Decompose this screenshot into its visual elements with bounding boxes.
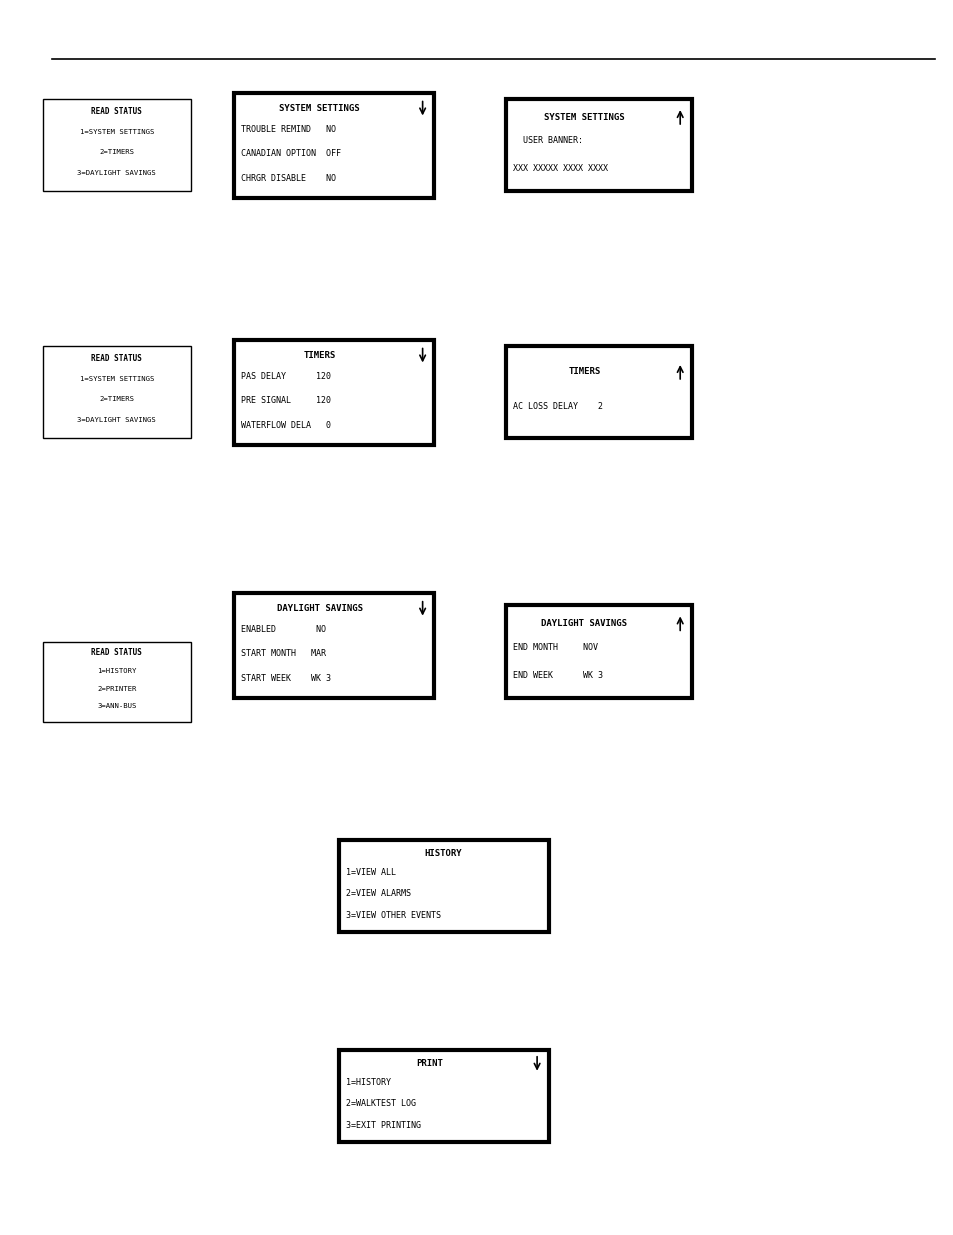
Text: USER BANNER:: USER BANNER:: [513, 136, 582, 146]
Text: 1=SYSTEM SETTINGS: 1=SYSTEM SETTINGS: [80, 375, 153, 382]
Text: END MONTH     NOV: END MONTH NOV: [513, 642, 598, 652]
Text: 1=SYSTEM SETTINGS: 1=SYSTEM SETTINGS: [80, 128, 153, 135]
Text: 2=PRINTER: 2=PRINTER: [97, 685, 136, 692]
Text: 3=EXIT PRINTING: 3=EXIT PRINTING: [346, 1120, 421, 1130]
Text: START MONTH   MAR: START MONTH MAR: [241, 650, 326, 658]
FancyBboxPatch shape: [233, 93, 434, 198]
Text: END WEEK      WK 3: END WEEK WK 3: [513, 671, 602, 679]
Text: DAYLIGHT SAVINGS: DAYLIGHT SAVINGS: [276, 604, 362, 613]
Text: TIMERS: TIMERS: [303, 351, 335, 359]
Text: 2=TIMERS: 2=TIMERS: [99, 149, 134, 156]
Text: SYSTEM SETTINGS: SYSTEM SETTINGS: [543, 112, 624, 121]
Text: READ STATUS: READ STATUS: [91, 648, 142, 657]
Text: 2=WALKTEST LOG: 2=WALKTEST LOG: [346, 1099, 416, 1108]
Text: TROUBLE REMIND   NO: TROUBLE REMIND NO: [241, 125, 336, 133]
Text: START WEEK    WK 3: START WEEK WK 3: [241, 674, 331, 683]
Text: 2=VIEW ALARMS: 2=VIEW ALARMS: [346, 889, 411, 898]
FancyBboxPatch shape: [43, 99, 191, 191]
FancyBboxPatch shape: [233, 593, 434, 698]
Text: 1=VIEW ALL: 1=VIEW ALL: [346, 868, 395, 877]
Text: SYSTEM SETTINGS: SYSTEM SETTINGS: [279, 104, 359, 112]
Text: AC LOSS DELAY    2: AC LOSS DELAY 2: [513, 401, 602, 411]
Text: DAYLIGHT SAVINGS: DAYLIGHT SAVINGS: [540, 619, 627, 627]
FancyBboxPatch shape: [43, 346, 191, 438]
Text: PRE SIGNAL     120: PRE SIGNAL 120: [241, 396, 331, 405]
Text: 3=DAYLIGHT SAVINGS: 3=DAYLIGHT SAVINGS: [77, 170, 156, 175]
Text: CHRGR DISABLE    NO: CHRGR DISABLE NO: [241, 174, 336, 183]
Text: 2=TIMERS: 2=TIMERS: [99, 396, 134, 403]
Text: ENABLED        NO: ENABLED NO: [241, 625, 326, 634]
Text: READ STATUS: READ STATUS: [91, 106, 142, 116]
FancyBboxPatch shape: [43, 642, 191, 722]
FancyBboxPatch shape: [505, 605, 691, 698]
Text: PRINT: PRINT: [416, 1060, 442, 1068]
Text: CANADIAN OPTION  OFF: CANADIAN OPTION OFF: [241, 149, 341, 158]
FancyBboxPatch shape: [505, 99, 691, 191]
Text: HISTORY: HISTORY: [424, 850, 462, 858]
Text: 1=HISTORY: 1=HISTORY: [97, 668, 136, 674]
Text: 1=HISTORY: 1=HISTORY: [346, 1078, 391, 1087]
Text: 3=DAYLIGHT SAVINGS: 3=DAYLIGHT SAVINGS: [77, 417, 156, 422]
Text: TIMERS: TIMERS: [568, 368, 599, 377]
Text: XXX XXXXX XXXX XXXX: XXX XXXXX XXXX XXXX: [513, 164, 608, 173]
Text: 3=ANN-BUS: 3=ANN-BUS: [97, 704, 136, 709]
Text: PAS DELAY      120: PAS DELAY 120: [241, 372, 331, 380]
Text: READ STATUS: READ STATUS: [91, 353, 142, 363]
Text: 3=VIEW OTHER EVENTS: 3=VIEW OTHER EVENTS: [346, 910, 441, 920]
FancyBboxPatch shape: [233, 340, 434, 445]
Text: WATERFLOW DELA   0: WATERFLOW DELA 0: [241, 421, 331, 430]
FancyBboxPatch shape: [338, 840, 548, 932]
FancyBboxPatch shape: [505, 346, 691, 438]
FancyBboxPatch shape: [338, 1050, 548, 1142]
